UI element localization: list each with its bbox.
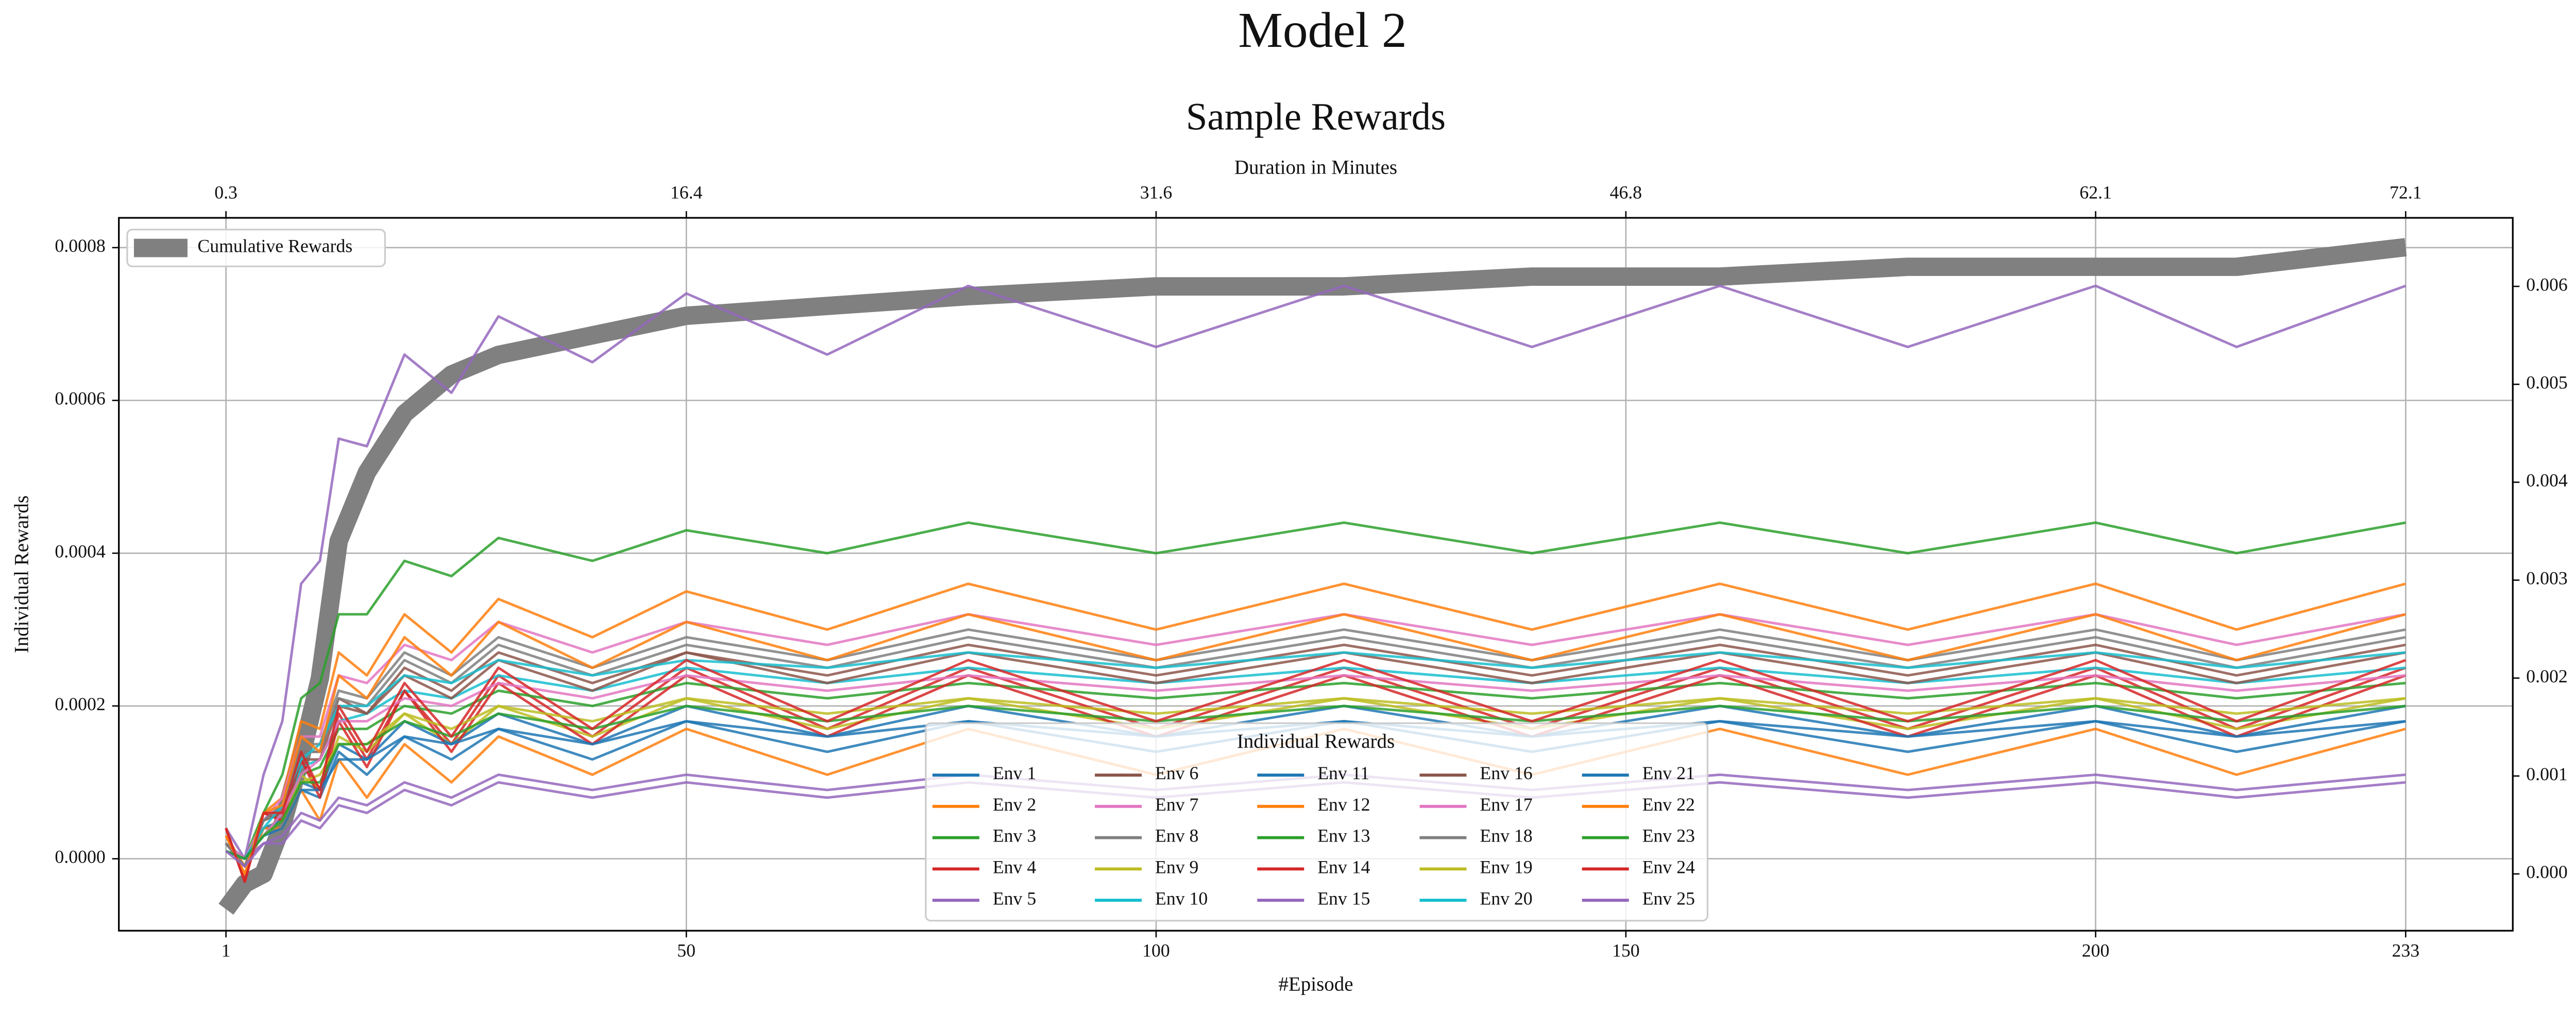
y-tick-label: 0.0004 <box>55 541 105 561</box>
series-line <box>225 582 2406 868</box>
legend-label: Env 6 <box>1155 763 1198 783</box>
plot-frame <box>118 217 2514 932</box>
series-line <box>225 720 2406 860</box>
legend-label: Env 15 <box>1317 888 1370 908</box>
chart-title: Model 2 <box>1238 3 1407 58</box>
legend-label: Env 7 <box>1155 794 1198 815</box>
legend-label: Env 2 <box>993 794 1036 815</box>
legend-label: Env 10 <box>1155 888 1208 908</box>
y-tick-label: 0.0008 <box>55 235 105 256</box>
legend-label: Env 22 <box>1642 794 1695 815</box>
series-line <box>225 781 2406 868</box>
legend-label: Env 23 <box>1642 826 1695 846</box>
legend-title: Individual Rewards <box>1237 730 1395 752</box>
x-tick-label: 233 <box>2392 940 2420 961</box>
x2-tick-label: 31.6 <box>1140 182 1173 203</box>
legend-label: Env 25 <box>1642 888 1695 908</box>
legend-label: Env 21 <box>1642 763 1695 783</box>
x-tick-label: 100 <box>1142 940 1170 961</box>
y2-tick-label: 0.000 <box>2526 862 2567 882</box>
legend-label: Env 13 <box>1317 826 1370 846</box>
legend-label: Env 1 <box>993 763 1036 783</box>
legend-box <box>126 229 386 267</box>
y2-tick-label: 0.002 <box>2526 666 2567 686</box>
legend-label: Env 14 <box>1317 857 1370 878</box>
x2-tick-label: 0.3 <box>214 182 238 203</box>
plot-area <box>118 217 2513 931</box>
x2-tick-label: 72.1 <box>2389 182 2422 203</box>
series-line <box>225 284 2406 860</box>
series-line <box>225 521 2406 860</box>
legend-label: Env 4 <box>993 857 1036 878</box>
y-tick-label: 0.0006 <box>55 388 105 409</box>
y2-tick-label: 0.003 <box>2526 568 2567 589</box>
x-tick-label: 150 <box>1612 940 1640 961</box>
chart-subtitle: Sample Rewards <box>1186 96 1446 139</box>
x-axis-label: #Episode <box>1278 973 1353 995</box>
x2-tick-label: 46.8 <box>1610 182 1642 203</box>
legend-label: Env 18 <box>1480 826 1532 846</box>
legend-label: Env 19 <box>1480 857 1532 878</box>
y2-tick-label: 0.004 <box>2526 470 2568 491</box>
series-line <box>225 773 2406 860</box>
legend-label: Env 16 <box>1480 763 1532 783</box>
legend-label: Env 9 <box>1155 857 1198 878</box>
y-tick-label: 0.0002 <box>55 694 105 714</box>
legend: Cumulative Rewards <box>126 229 386 267</box>
x2-tick-label: 62.1 <box>2079 182 2112 203</box>
legend-label: Env 24 <box>1642 857 1695 878</box>
y2-tick-label: 0.001 <box>2526 764 2567 784</box>
legend-label: Env 3 <box>993 826 1036 846</box>
series-line <box>225 613 2406 875</box>
x-tick-label: 200 <box>2082 940 2110 961</box>
x-tick-label: 1 <box>222 940 231 961</box>
legend-label: Env 12 <box>1317 794 1370 815</box>
legend-label: Env 17 <box>1480 794 1532 815</box>
legend-label: Env 5 <box>993 888 1036 908</box>
y-axis-label: Individual Rewards <box>10 495 32 653</box>
legend-label: Env 11 <box>1317 763 1369 783</box>
y2-tick-label: 0.006 <box>2526 274 2567 295</box>
legend: Individual Rewards Env 1 Env 2 Env 3 Env 4 E… <box>925 722 1708 922</box>
legend-label: Env 8 <box>1155 826 1198 846</box>
y-tick-label: 0.0000 <box>55 847 105 867</box>
y2-tick-label: 0.005 <box>2526 372 2567 392</box>
series-line <box>225 659 2406 883</box>
x2-axis-label: Duration in Minutes <box>1234 157 1397 179</box>
legend-box <box>925 722 1708 922</box>
x2-tick-label: 16.4 <box>670 182 703 203</box>
x-tick-label: 50 <box>677 940 696 961</box>
legend-label: Env 20 <box>1480 888 1532 908</box>
legend-label: Cumulative Rewards <box>197 236 352 256</box>
